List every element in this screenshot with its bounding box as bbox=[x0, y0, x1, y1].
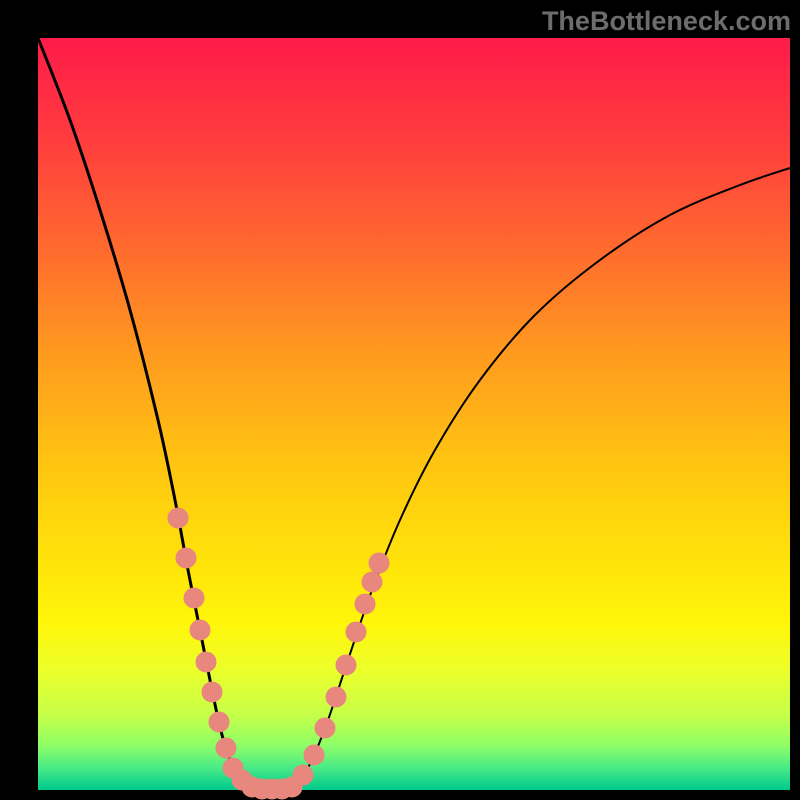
marker-dot bbox=[346, 622, 366, 642]
curve-markers bbox=[168, 508, 389, 799]
marker-dot bbox=[209, 712, 229, 732]
curve-left-branch bbox=[38, 38, 256, 788]
marker-dot bbox=[216, 738, 236, 758]
marker-dot bbox=[196, 652, 216, 672]
chart-svg bbox=[0, 0, 800, 800]
chart-frame: { "watermark": { "text": "TheBottleneck.… bbox=[0, 0, 800, 800]
marker-dot bbox=[168, 508, 188, 528]
curve-right-branch bbox=[292, 168, 790, 787]
marker-dot bbox=[304, 745, 324, 765]
marker-dot bbox=[176, 548, 196, 568]
marker-dot bbox=[293, 765, 313, 785]
marker-dot bbox=[202, 682, 222, 702]
marker-dot bbox=[315, 718, 335, 738]
marker-dot bbox=[355, 594, 375, 614]
marker-dot bbox=[362, 572, 382, 592]
marker-dot bbox=[336, 655, 356, 675]
marker-dot bbox=[184, 588, 204, 608]
marker-dot bbox=[369, 553, 389, 573]
marker-dot bbox=[326, 687, 346, 707]
marker-dot bbox=[190, 620, 210, 640]
